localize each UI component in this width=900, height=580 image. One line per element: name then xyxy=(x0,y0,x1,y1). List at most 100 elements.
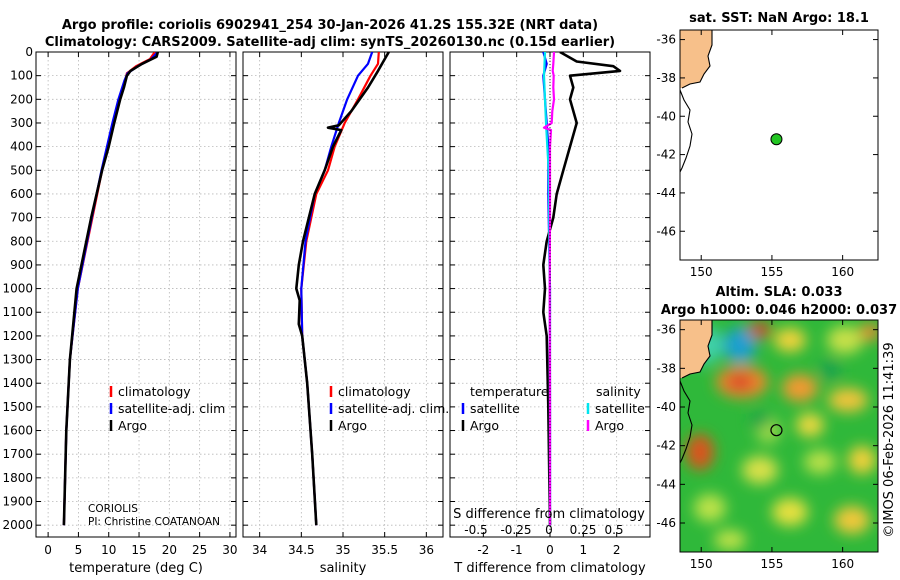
top-tick-label: 0 xyxy=(545,523,553,537)
map-y-tick-label: -42 xyxy=(656,439,676,453)
x-tick-label: 1 xyxy=(580,543,588,557)
top-tick-label: 0.25 xyxy=(570,523,597,537)
map-x-tick-label: 150 xyxy=(690,557,713,571)
sst-land xyxy=(680,30,713,173)
legend-temp-satellite: satellite xyxy=(470,401,520,416)
top-tick-label: -0.5 xyxy=(464,523,487,537)
y-tick-label: 2000 xyxy=(2,518,33,532)
sla-title-line-1: Altim. SLA: 0.033 xyxy=(716,285,843,300)
institution-label: CORIOLIS xyxy=(88,503,138,515)
map-y-tick-label: -44 xyxy=(656,477,676,491)
y-tick-label: 1100 xyxy=(2,305,33,319)
x-tick-label: 35.5 xyxy=(371,543,398,557)
x-tick-label: 10 xyxy=(101,543,116,557)
map-y-tick-label: -38 xyxy=(656,71,676,85)
x-axis-label: T difference from climatology xyxy=(453,561,646,576)
x-tick-label: 20 xyxy=(162,543,177,557)
y-tick-label: 1800 xyxy=(2,471,33,485)
sla-axis-ticks: -36 -38 -40 -42 -44 -46 150 155 160 xyxy=(656,320,878,571)
legend-climatology: climatology xyxy=(118,384,191,399)
series-group xyxy=(62,52,160,526)
pi-label: PI: Christine COATANOAN xyxy=(88,516,220,528)
series-satellite-adj-clim xyxy=(62,52,159,526)
map-y-tick-label: -44 xyxy=(656,186,676,200)
y-tick-label: 1000 xyxy=(2,282,33,296)
x-tick-label: 15 xyxy=(131,543,146,557)
temperature-panel: 0 5 10 15 20 25 300100200300400500600700800900… xyxy=(2,45,237,576)
legend-climatology: climatology xyxy=(338,384,411,399)
series-temperature-argo xyxy=(541,52,622,526)
y-tick-label: 1500 xyxy=(2,400,33,414)
x-tick-label: -2 xyxy=(477,543,489,557)
series-argo xyxy=(294,52,390,526)
sla-map: Altim. SLA: 0.033 Argo h1000: 0.046 h200… xyxy=(656,285,897,571)
x-tick-label: 0 xyxy=(546,543,554,557)
sla-title-line-2: Argo h1000: 0.046 h2000: 0.037 xyxy=(661,303,897,318)
x-tick-label: 0 xyxy=(44,543,52,557)
map-x-tick-label: 150 xyxy=(690,265,713,279)
map-x-tick-label: 160 xyxy=(831,265,854,279)
y-tick-label: 1900 xyxy=(2,495,33,509)
title-line-2: Climatology: CARS2009. Satellite-adj cli… xyxy=(45,35,615,50)
x-tick-label: -1 xyxy=(511,543,523,557)
legend-satellite: satellite-adj. clim xyxy=(118,401,225,416)
map-y-tick-label: -40 xyxy=(656,400,676,414)
x-tick-label: 25 xyxy=(192,543,207,557)
salinity-panel: 34 34.5 35 35.5 36 salinity xyxy=(242,51,444,576)
watermark: ©IMOS 06-Feb-2026 11:41:39 xyxy=(882,342,897,537)
map-x-tick-label: 160 xyxy=(831,557,854,571)
legend-sal-argo: Argo xyxy=(595,418,624,433)
difference-panel: -2 -1 0 1 2 -0.5 -0.25 0 0.25 0.5 T difference fro… xyxy=(449,51,651,576)
y-tick-label: 400 xyxy=(10,140,33,154)
x-tick-label: 30 xyxy=(222,543,237,557)
x-tick-label: 35 xyxy=(335,543,350,557)
map-y-tick-label: -46 xyxy=(656,224,676,238)
y-tick-label: 700 xyxy=(10,211,33,225)
y-tick-label: 200 xyxy=(10,92,33,106)
map-y-tick-label: -40 xyxy=(656,109,676,123)
x-tick-label: 36 xyxy=(419,543,434,557)
y-tick-label: 1400 xyxy=(2,376,33,390)
argo-position-marker xyxy=(770,424,783,437)
map-y-tick-label: -38 xyxy=(656,361,676,375)
map-x-tick-label: 155 xyxy=(760,265,783,279)
y-tick-label: 1300 xyxy=(2,353,33,367)
sst-map-title: sat. SST: NaN Argo: 18.1 xyxy=(689,11,869,26)
y-tick-label: 900 xyxy=(10,258,33,272)
y-tick-label: 100 xyxy=(10,69,33,83)
map-y-tick-label: -36 xyxy=(656,323,676,337)
map-y-tick-label: -42 xyxy=(656,148,676,162)
series-argo xyxy=(62,52,160,526)
legend-sal-satellite: satellite xyxy=(595,401,645,416)
salinity-legend: climatology satellite-adj. clim. Argo xyxy=(329,384,449,433)
top-tick-label: -0.25 xyxy=(500,523,531,537)
map-x-tick-label: 155 xyxy=(760,557,783,571)
series-group xyxy=(294,52,390,526)
x-axis-label: temperature (deg C) xyxy=(69,561,203,576)
map-y-tick-label: -46 xyxy=(656,516,676,530)
y-tick-label: 1600 xyxy=(2,424,33,438)
y-tick-label: 300 xyxy=(10,116,33,130)
sla-field xyxy=(680,320,878,552)
s-diff-axis-label: S difference from climatology xyxy=(453,507,645,522)
y-tick-label: 1700 xyxy=(2,447,33,461)
sst-axis-ticks: -36 -38 -40 -42 -44 -46 150 155 160 xyxy=(656,30,878,279)
y-tick-label: 0 xyxy=(25,45,33,59)
y-tick-label: 800 xyxy=(10,234,33,248)
argo-position-marker xyxy=(770,133,783,146)
legend-temp-argo: Argo xyxy=(470,418,499,433)
legend-argo: Argo xyxy=(118,418,147,433)
series-group xyxy=(541,52,622,526)
legend-salinity-header: salinity xyxy=(596,384,641,399)
map-y-tick-label: -36 xyxy=(656,33,676,47)
x-tick-label: 5 xyxy=(75,543,83,557)
difference-legend: temperature satellite Argo salinity sate… xyxy=(461,384,645,433)
x-tick-label: 34.5 xyxy=(288,543,315,557)
legend-satellite: satellite-adj. clim. xyxy=(338,401,449,416)
sst-map: sat. SST: NaN Argo: 18.1 -36 -38 -40 -42 -44… xyxy=(656,11,879,279)
y-tick-label: 1200 xyxy=(2,329,33,343)
temperature-legend: climatology satellite-adj. clim Argo xyxy=(109,384,225,433)
x-tick-label: 2 xyxy=(613,543,621,557)
title-line-1: Argo profile: coriolis 6902941_254 30-Ja… xyxy=(62,18,598,33)
